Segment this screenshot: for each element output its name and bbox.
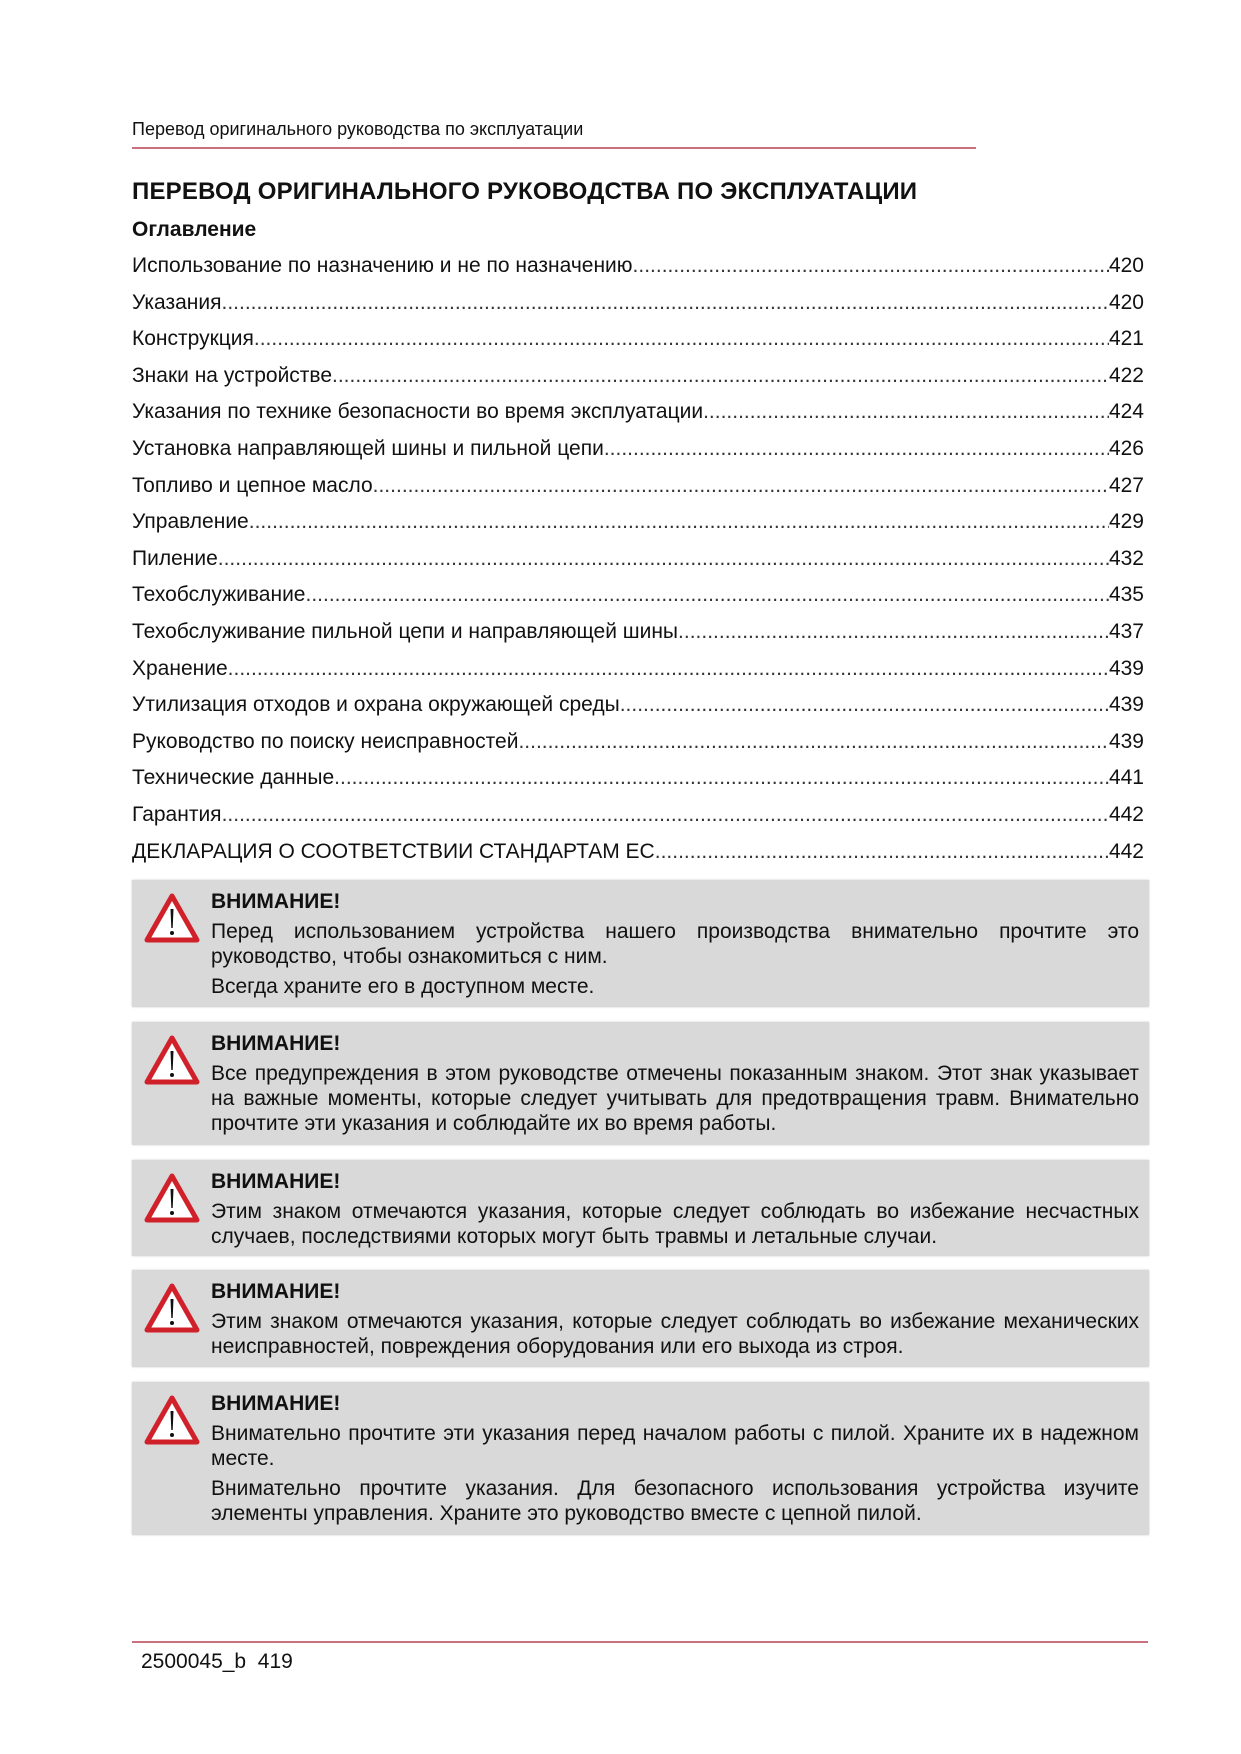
toc-entry[interactable]: Пиление 432: [132, 547, 1144, 584]
toc-leader-dots: [254, 327, 1109, 351]
toc-leader-dots: [222, 803, 1109, 827]
toc-entry-page: 420: [1108, 290, 1144, 314]
toc-entry[interactable]: Установка направляющей шины и пильной це…: [132, 437, 1144, 474]
warning-heading: ВНИМАНИЕ!: [211, 1280, 341, 1303]
toc-entry[interactable]: Знаки на устройстве 422: [132, 364, 1144, 401]
toc-entry-label: Указания: [132, 290, 222, 314]
toc-entry-label: Конструкция: [132, 327, 254, 351]
toc-leader-dots: [222, 291, 1109, 315]
toc-entry-label: Пиление: [132, 546, 218, 570]
warning-triangle-icon: [144, 1283, 200, 1333]
toc-entry-page: 422: [1108, 363, 1144, 387]
toc-entry-label: Техобслуживание: [132, 583, 306, 607]
warning-heading: ВНИМАНИЕ!: [211, 1032, 341, 1055]
toc-leader-dots: [249, 510, 1109, 534]
toc-leader-dots: [703, 400, 1109, 424]
warning-triangle-icon: [144, 1173, 200, 1223]
doc-code: 2500045_b: [141, 1650, 247, 1673]
toc-entry-page: 442: [1108, 802, 1144, 826]
warning-text: Перед использованием устройства нашего п…: [211, 920, 1139, 968]
warning-heading: ВНИМАНИЕ!: [211, 1170, 341, 1193]
toc-entry[interactable]: Конструкция 421: [132, 327, 1144, 364]
warning-box: ВНИМАНИЕ! Этим знаком отмечаются указания…: [132, 1160, 1149, 1256]
toc-entry[interactable]: Управление 429: [132, 510, 1144, 547]
toc-entry[interactable]: Топливо и цепное масло 427: [132, 474, 1144, 511]
warning-heading: ВНИМАНИЕ!: [211, 890, 341, 913]
toc-entry-label: Управление: [132, 510, 249, 534]
toc-entry[interactable]: Руководство по поиску неисправностей 439: [132, 730, 1144, 767]
toc-leader-dots: [373, 474, 1109, 498]
toc-entry[interactable]: Использование по назначению и не по назн…: [132, 254, 1144, 291]
warning-text: Этим знаком отмечаются указания, которые…: [211, 1310, 1139, 1358]
toc-entry-label: Утилизация отходов и охрана окружающей с…: [132, 693, 620, 717]
toc-leader-dots: [620, 693, 1109, 717]
toc-leader-dots: [228, 657, 1109, 681]
toc-heading: Оглавление: [132, 218, 257, 241]
toc-entry-page: 420: [1108, 254, 1144, 277]
toc-entry-page: 441: [1108, 766, 1144, 790]
warning-text: Внимательно прочтите эти указания перед …: [211, 1422, 1139, 1470]
toc-entry-page: 432: [1108, 546, 1144, 570]
toc-entry-label: Использование по назначению и не по назн…: [132, 254, 633, 277]
toc-entry-label: ДЕКЛАРАЦИЯ О СООТВЕТСТВИИ СТАНДАРТАМ ЕС: [132, 839, 655, 863]
running-header: Перевод оригинального руководства по экс…: [132, 119, 584, 139]
warning-text: Всегда храните его в доступном месте.: [211, 975, 595, 998]
toc-entry[interactable]: Технические данные 441: [132, 766, 1144, 803]
toc-entry-label: Знаки на устройстве: [132, 363, 333, 387]
toc-entry[interactable]: Техобслуживание 435: [132, 583, 1144, 620]
toc-entry[interactable]: Указания по технике безопасности во врем…: [132, 400, 1144, 437]
toc-leader-dots: [655, 840, 1109, 864]
warning-box: ВНИМАНИЕ! Внимательно прочтите эти указан…: [132, 1382, 1149, 1535]
toc-entry-label: Установка направляющей шины и пильной це…: [132, 436, 604, 460]
warning-triangle-icon: [144, 1035, 200, 1085]
warning-box: ВНИМАНИЕ! Этим знаком отмечаются указания…: [132, 1270, 1149, 1367]
toc-entry-page: 439: [1108, 656, 1144, 680]
warning-heading: ВНИМАНИЕ!: [211, 1392, 341, 1415]
toc-entry-page: 421: [1108, 327, 1144, 351]
toc-leader-dots: [332, 364, 1109, 388]
toc-entry[interactable]: ДЕКЛАРАЦИЯ О СООТВЕТСТВИИ СТАНДАРТАМ ЕС 4…: [132, 840, 1144, 877]
toc-entry-page: 427: [1108, 473, 1144, 497]
page-number: 419: [257, 1650, 293, 1673]
toc-entry[interactable]: Хранение 439: [132, 657, 1144, 694]
toc-entry-page: 439: [1108, 693, 1144, 717]
warning-box: ВНИМАНИЕ! Перед использованием устройства…: [132, 880, 1149, 1007]
toc-leader-dots: [604, 437, 1109, 461]
footer: 2500045_b 419: [141, 1650, 293, 1674]
warning-text: Этим знаком отмечаются указания, которые…: [211, 1200, 1139, 1248]
toc-entry[interactable]: Техобслуживание пильной цепи и направляю…: [132, 620, 1144, 657]
toc-leader-dots: [334, 766, 1109, 790]
toc-entry-page: 426: [1108, 436, 1144, 460]
toc-leader-dots: [678, 620, 1109, 644]
toc-entry[interactable]: Утилизация отходов и охрана окружающей с…: [132, 693, 1144, 730]
toc-entry-label: Технические данные: [132, 766, 335, 790]
toc-entry-label: Хранение: [132, 656, 228, 680]
warning-text: Внимательно прочтите указания. Для безоп…: [211, 1477, 1139, 1525]
toc-entry-label: Гарантия: [132, 802, 222, 826]
toc-leader-dots: [305, 583, 1108, 607]
header-divider: [132, 147, 976, 149]
toc-entry-page: 429: [1108, 510, 1144, 534]
toc-entry-label: Указания по технике безопасности во врем…: [132, 400, 704, 424]
toc-entry-page: 437: [1108, 619, 1144, 643]
toc-entry-page: 424: [1108, 400, 1144, 424]
toc-entry-page: 439: [1108, 729, 1144, 753]
toc-leader-dots: [218, 547, 1109, 571]
toc-leader-dots: [633, 254, 1109, 278]
table-of-contents: Использование по назначению и не по назн…: [132, 254, 1144, 876]
toc-entry-label: Техобслуживание пильной цепи и направляю…: [132, 619, 679, 643]
toc-entry[interactable]: Указания 420: [132, 291, 1144, 328]
toc-entry-label: Топливо и цепное масло: [132, 473, 373, 497]
footer-divider: [132, 1641, 1148, 1643]
warning-triangle-icon: [144, 1395, 200, 1445]
warning-triangle-icon: [144, 893, 200, 943]
page-title: ПЕРЕВОД ОРИГИНАЛЬНОГО РУКОВОДСТВА ПО ЭКС…: [132, 178, 918, 205]
toc-entry-page: 442: [1108, 839, 1144, 863]
toc-leader-dots: [518, 730, 1109, 754]
warning-box: ВНИМАНИЕ! Все предупреждения в этом руков…: [132, 1022, 1149, 1145]
toc-entry-page: 435: [1108, 583, 1144, 607]
toc-entry[interactable]: Гарантия 442: [132, 803, 1144, 840]
toc-entry-label: Руководство по поиску неисправностей: [132, 729, 519, 753]
warning-text: Все предупреждения в этом руководстве от…: [211, 1062, 1139, 1135]
